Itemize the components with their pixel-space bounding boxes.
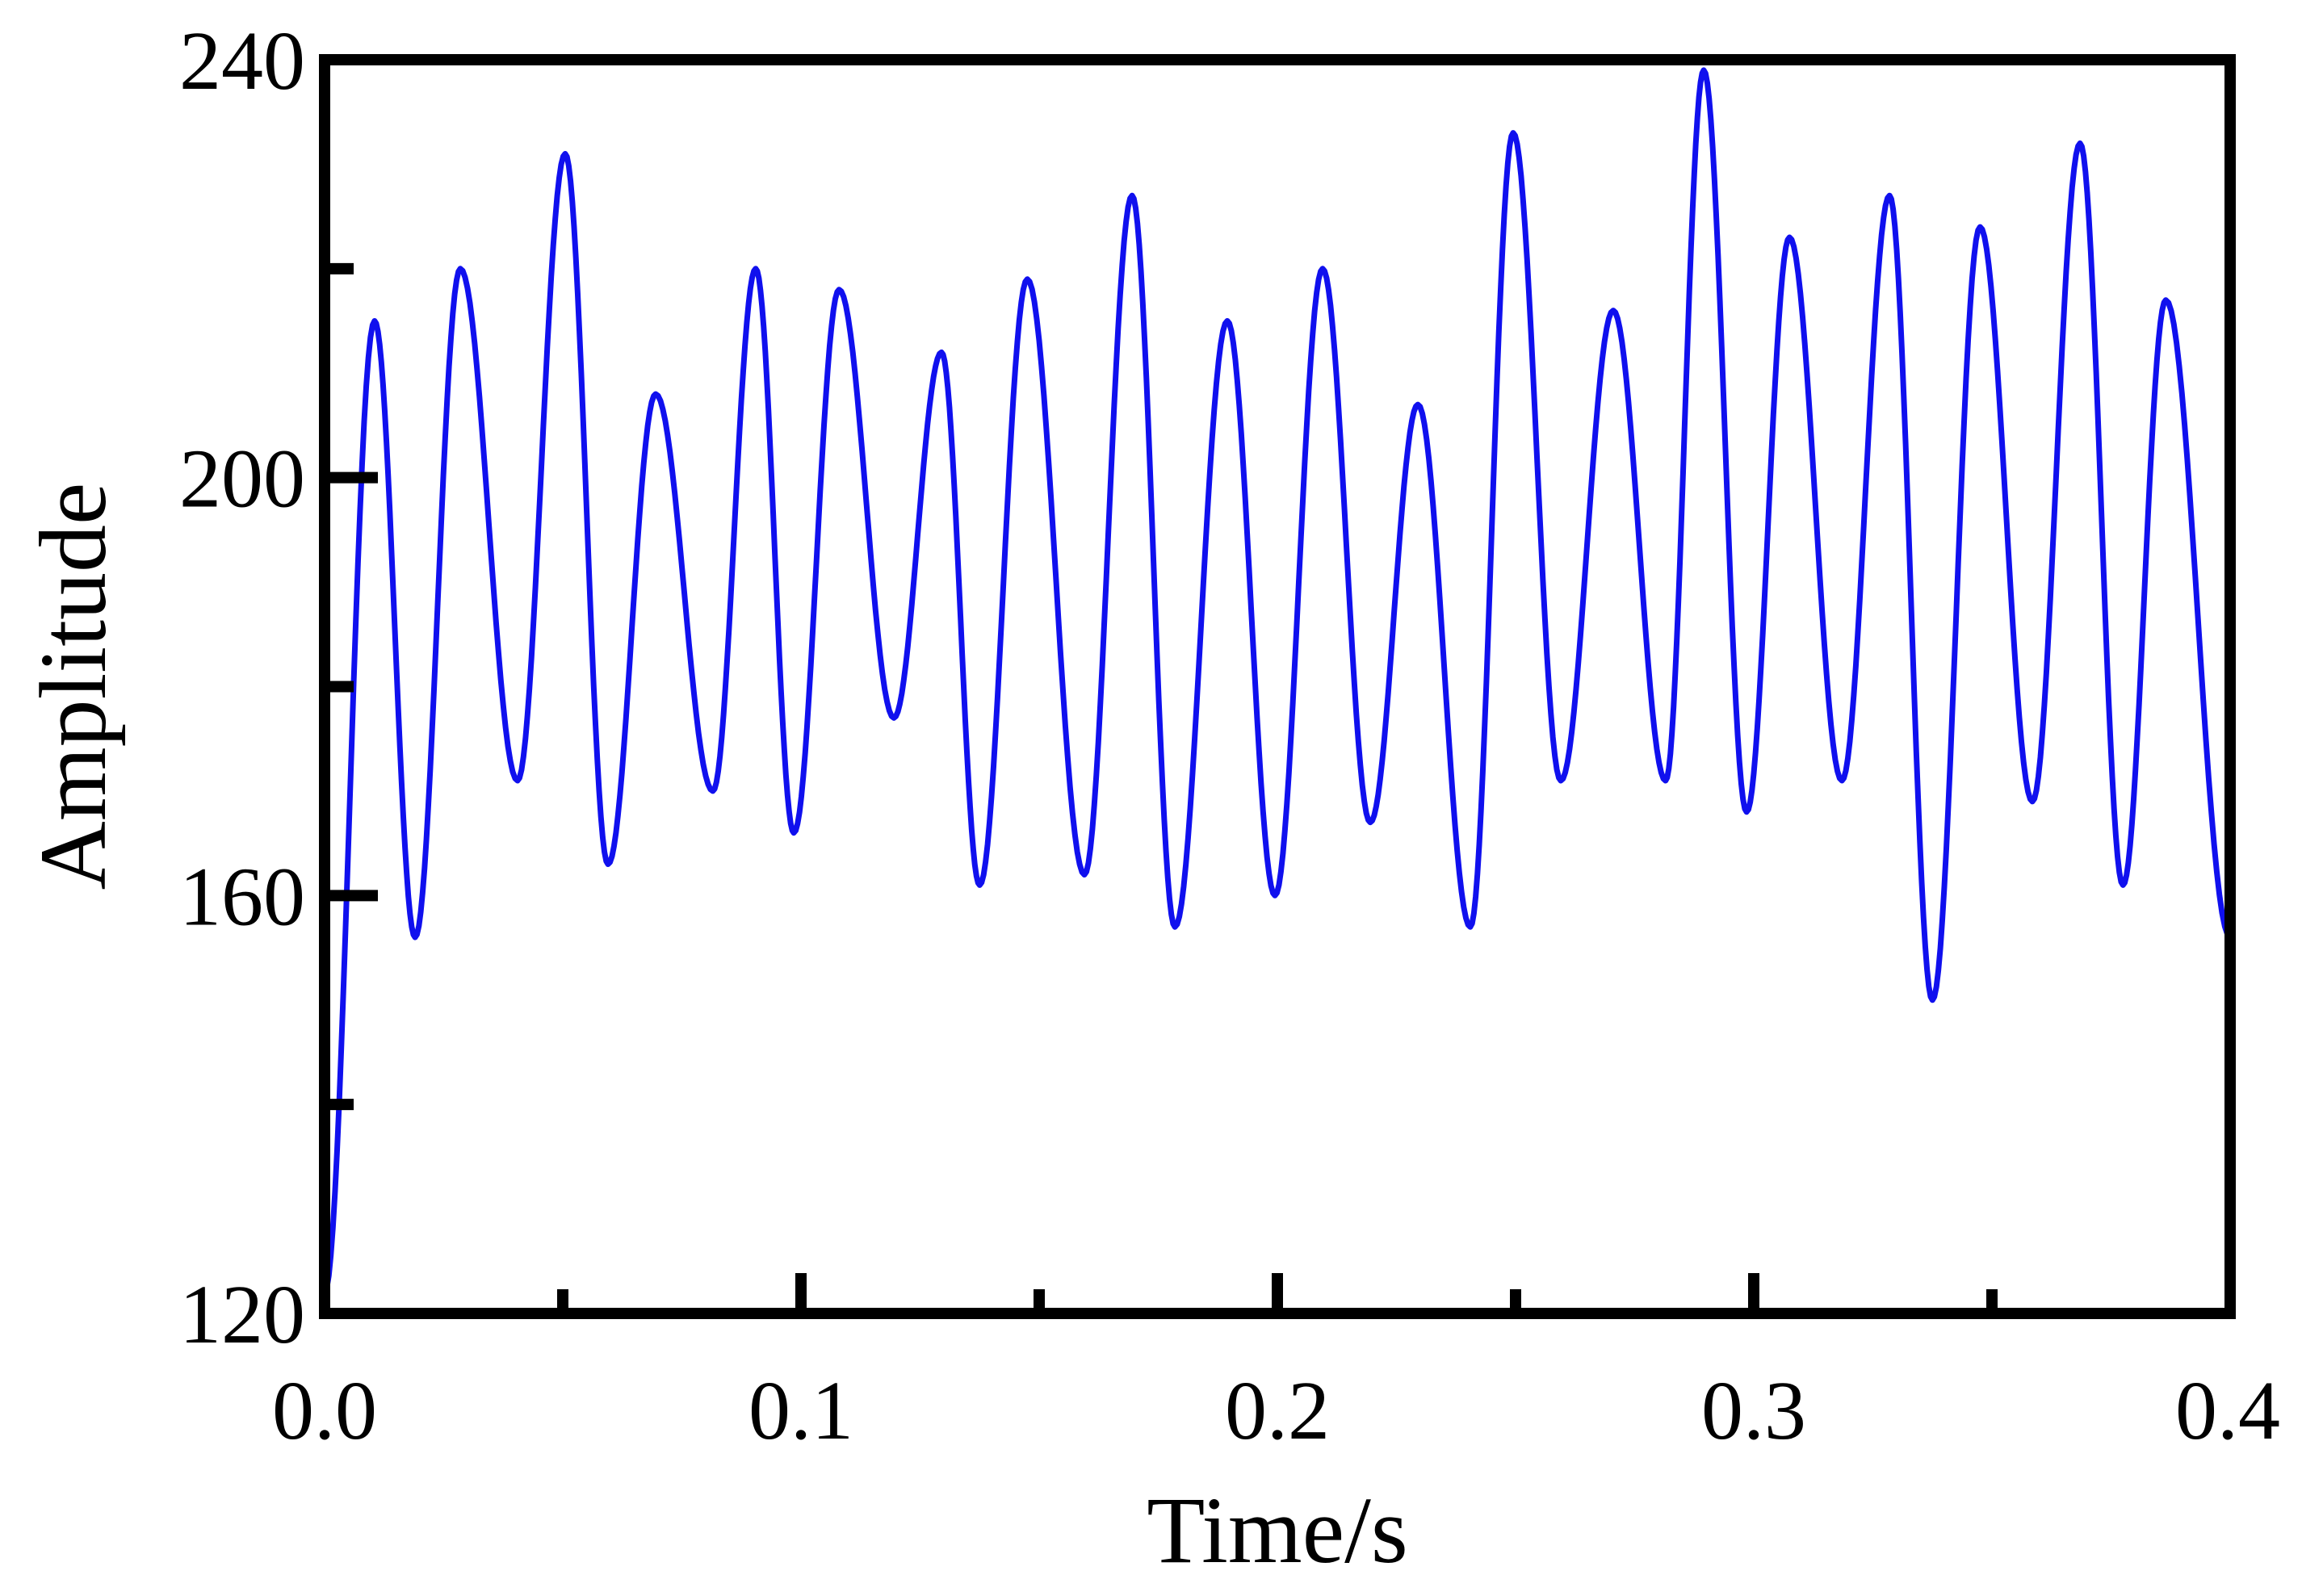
y-tick-label: 200 — [179, 433, 305, 526]
x-tick-label: 0.3 — [1701, 1364, 1806, 1457]
y-tick-labels: 120 160 200 240 — [179, 15, 305, 1361]
x-tick-labels: 0.0 0.1 0.2 0.3 0.4 — [272, 1364, 2280, 1457]
plot-frame — [319, 54, 2236, 1319]
y-tick-label: 120 — [179, 1268, 305, 1361]
series-line-0 — [325, 67, 2230, 1294]
series-layer — [325, 67, 2230, 1294]
x-tick-label: 0.0 — [272, 1364, 377, 1457]
y-tick-label: 240 — [179, 15, 305, 107]
y-tick-label: 160 — [179, 850, 305, 943]
x-tick-label: 0.4 — [2175, 1364, 2280, 1457]
x-axis-label: Time/s — [1147, 1477, 1408, 1583]
x-tick-label: 0.1 — [748, 1364, 853, 1457]
y-axis-label: Amplitude — [20, 483, 126, 890]
x-tick-label: 0.2 — [1225, 1364, 1330, 1457]
